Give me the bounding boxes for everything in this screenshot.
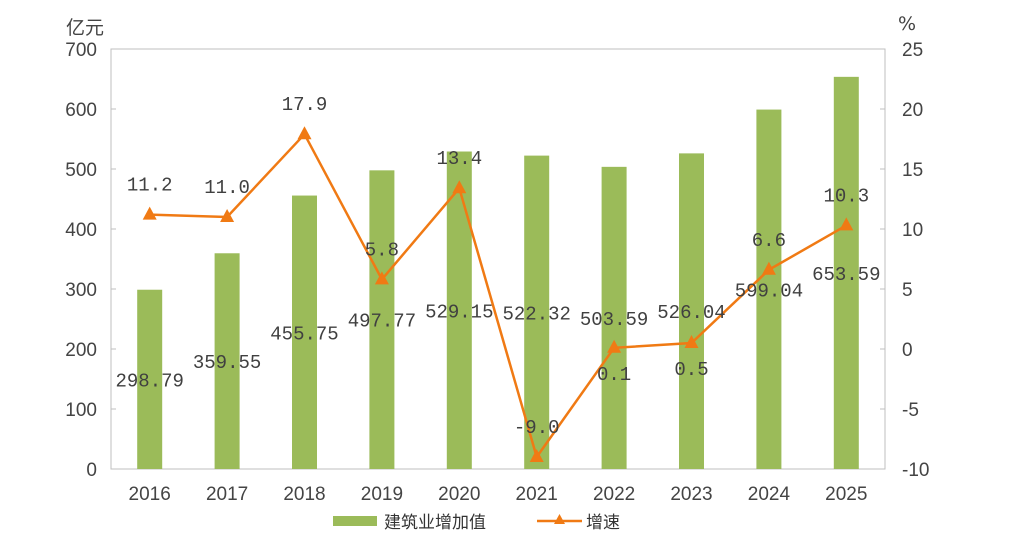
bar	[833, 76, 859, 469]
bar	[601, 166, 627, 469]
x-axis-tick: 2021	[516, 484, 558, 505]
right-axis-tick: 5	[902, 280, 913, 301]
growth-marker	[374, 271, 389, 285]
bar	[214, 253, 240, 469]
bar-data-label: 529.15	[425, 301, 493, 323]
right-axis-tick: 25	[902, 40, 923, 61]
x-axis-tick: 2020	[438, 484, 480, 505]
growth-data-label: 10.3	[823, 185, 869, 207]
growth-data-label: 11.0	[204, 177, 250, 199]
bar-data-label: 298.79	[115, 370, 183, 392]
bar	[756, 109, 782, 470]
legend-line-label: 增速	[586, 513, 620, 533]
growth-data-label: 0.1	[597, 364, 631, 386]
bar-data-label: 599.04	[735, 280, 803, 302]
bar-data-label: 526.04	[657, 302, 725, 324]
growth-marker	[684, 335, 699, 348]
left-axis-tick: 300	[65, 280, 97, 301]
left-axis-tick: 600	[65, 100, 97, 121]
bar	[446, 151, 472, 469]
growth-data-label: 5.8	[365, 239, 399, 261]
right-axis-tick: 0	[902, 340, 913, 361]
right-axis-tick: -10	[902, 460, 929, 481]
growth-data-label: 6.6	[752, 230, 786, 252]
x-axis-tick: 2025	[825, 484, 867, 505]
legend-bar-label: 建筑业增加值	[384, 513, 486, 533]
left-axis-tick: 400	[65, 220, 97, 241]
left-axis-tick: 500	[65, 160, 97, 181]
growth-marker	[529, 449, 544, 462]
bar	[679, 153, 704, 469]
legend-triangle-icon	[554, 514, 565, 524]
legend-bar-swatch	[333, 516, 377, 526]
right-axis-unit: %	[898, 13, 916, 35]
x-axis-tick: 2018	[283, 484, 325, 505]
left-axis-tick: 100	[65, 400, 97, 421]
growth-marker	[142, 206, 157, 220]
right-axis-tick: 15	[902, 160, 923, 181]
x-axis-tick: 2016	[129, 484, 171, 505]
bar-data-label: 497.77	[348, 311, 416, 333]
left-axis-tick: 0	[86, 460, 97, 481]
plot-area	[110, 48, 886, 470]
growth-data-label: 17.9	[282, 94, 328, 116]
bar-data-label: 455.75	[270, 323, 338, 345]
growth-marker	[297, 126, 312, 140]
left-axis-tick: 200	[65, 340, 97, 361]
growth-marker	[761, 261, 776, 275]
bar	[369, 170, 395, 469]
right-axis-tick: 10	[902, 220, 923, 241]
growth-data-label: 11.2	[127, 175, 173, 197]
bar	[137, 289, 163, 469]
growth-line	[149, 132, 847, 460]
x-axis-tick: 2024	[748, 484, 791, 505]
growth-data-label: 13.4	[436, 148, 482, 170]
legend: 建筑业增加值 增速	[333, 513, 620, 533]
bar-data-label: 503.59	[580, 309, 648, 331]
growth-marker	[452, 180, 467, 194]
bar-data-label: 359.55	[193, 352, 261, 374]
x-axis-tick: 2023	[670, 484, 712, 505]
bar	[292, 195, 317, 470]
growth-marker	[220, 209, 235, 222]
growth-data-label: -9.0	[514, 417, 560, 439]
right-axis-tick: -5	[902, 400, 919, 421]
bar-data-label: 653.59	[812, 264, 880, 286]
growth-marker	[839, 217, 854, 231]
left-axis-tick: 700	[65, 40, 97, 61]
bar	[524, 155, 550, 469]
growth-data-label: 0.5	[674, 359, 708, 381]
left-axis-unit: 亿元	[66, 17, 104, 39]
right-axis-tick: 20	[902, 100, 923, 121]
growth-marker	[607, 339, 622, 353]
x-axis-tick: 2017	[206, 484, 248, 505]
bar-data-label: 522.32	[502, 303, 570, 325]
x-axis-tick: 2022	[593, 484, 635, 505]
x-axis-tick: 2019	[361, 484, 403, 505]
